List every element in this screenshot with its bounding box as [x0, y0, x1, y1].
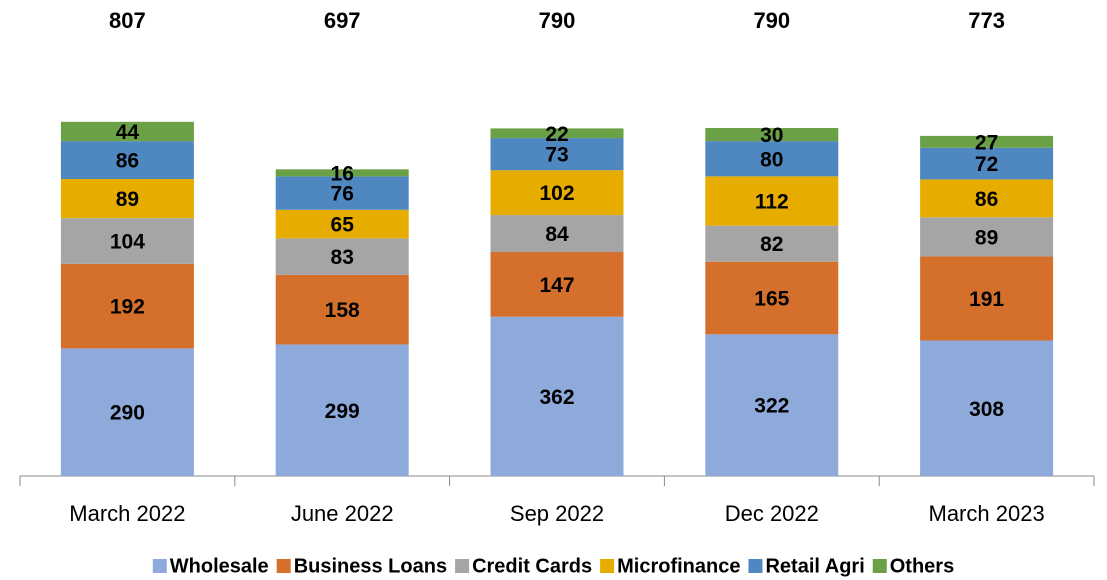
bar-segment [490, 316, 624, 476]
bar-segment [275, 176, 409, 210]
legend-label: Business Loans [294, 555, 447, 577]
data-label: 27 [975, 131, 998, 154]
bar-segment [60, 348, 194, 476]
total-label: 773 [968, 8, 1005, 33]
data-label: 308 [969, 398, 1004, 421]
bar-segment [60, 121, 194, 142]
data-label: 84 [545, 223, 569, 246]
data-label: 158 [325, 299, 360, 322]
bar-segment [60, 179, 194, 219]
data-label: 112 [755, 191, 789, 214]
legend-swatch [455, 559, 470, 573]
data-label: 44 [116, 121, 140, 144]
data-label: 322 [754, 395, 789, 418]
bar-segment [705, 141, 839, 177]
bar-segment [920, 179, 1054, 218]
bar-segment [490, 138, 624, 171]
bar-segment [275, 169, 409, 177]
bar-segment [920, 217, 1054, 257]
total-label: 807 [109, 8, 146, 33]
total-label: 790 [539, 8, 576, 33]
bar-segment [490, 215, 624, 253]
total-label: 790 [753, 8, 790, 33]
data-label: 30 [760, 124, 783, 147]
data-label: 73 [545, 144, 568, 167]
bar-segment [275, 238, 409, 275]
legend-swatch [600, 559, 615, 573]
bar-segment [60, 141, 194, 179]
bar-segment [920, 340, 1054, 476]
bar-segment [490, 170, 624, 216]
bar-segment [705, 261, 839, 335]
data-label: 147 [539, 274, 574, 297]
data-label: 102 [539, 182, 574, 205]
data-label: 80 [760, 148, 783, 171]
legend-label: Others [890, 555, 954, 577]
bar-segment [705, 176, 839, 226]
data-label: 191 [969, 288, 1004, 311]
legend-label: Microfinance [617, 555, 740, 577]
data-label: 76 [331, 183, 354, 206]
legend-swatch [872, 559, 887, 573]
legend-label: Credit Cards [472, 555, 592, 577]
bar-segment [705, 334, 839, 476]
bar-segment [60, 263, 194, 349]
x-tick-label: Dec 2022 [725, 501, 819, 526]
data-label: 72 [975, 153, 998, 176]
data-label: 362 [539, 386, 574, 409]
x-tick-label: Sep 2022 [510, 501, 604, 526]
x-tick-label: March 2022 [69, 501, 185, 526]
data-label: 89 [975, 226, 998, 249]
data-label: 65 [331, 214, 355, 237]
legend-label: Wholesale [170, 555, 269, 577]
bar-segment [920, 256, 1054, 341]
data-label: 83 [331, 246, 354, 269]
bar-segment [275, 274, 409, 345]
legend-swatch [276, 559, 291, 573]
bar-segment [490, 252, 624, 317]
data-label: 192 [110, 296, 145, 319]
bar-segment [705, 225, 839, 262]
legend-swatch [152, 559, 167, 573]
data-label: 16 [331, 162, 354, 185]
bar-segment [490, 128, 624, 139]
bar-segment [920, 147, 1054, 180]
total-label: 697 [324, 8, 361, 33]
data-label: 165 [754, 288, 789, 311]
x-tick-label: June 2022 [291, 501, 394, 526]
x-tick-label: March 2023 [929, 501, 1045, 526]
data-label: 82 [760, 233, 783, 256]
data-label: 89 [116, 188, 139, 211]
bar-segment [275, 344, 409, 476]
data-label: 290 [110, 402, 145, 425]
bar-segment [275, 209, 409, 239]
legend-swatch [748, 559, 763, 573]
data-label: 86 [116, 150, 139, 173]
bar-segment [60, 218, 194, 264]
data-label: 86 [975, 188, 998, 211]
bar-segment [920, 135, 1054, 148]
data-label: 22 [545, 123, 568, 146]
legend-label: Retail Agri [765, 555, 864, 577]
data-label: 104 [110, 231, 145, 254]
data-label: 299 [325, 400, 360, 423]
bar-segment [705, 127, 839, 142]
